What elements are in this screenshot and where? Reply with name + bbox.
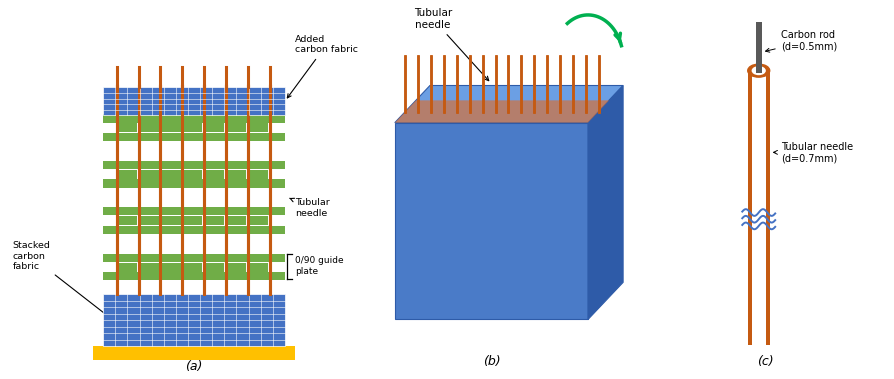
Bar xyxy=(103,161,284,169)
Bar xyxy=(103,273,284,280)
Text: (c): (c) xyxy=(756,355,772,368)
Polygon shape xyxy=(587,86,622,319)
Text: Tubular
needle: Tubular needle xyxy=(413,8,488,81)
Ellipse shape xyxy=(751,66,765,75)
Bar xyxy=(206,216,224,225)
Text: (b): (b) xyxy=(482,355,500,368)
Bar xyxy=(118,216,137,225)
Text: Added
carbon fabric: Added carbon fabric xyxy=(287,35,358,98)
Bar xyxy=(249,170,268,179)
Bar xyxy=(118,124,137,132)
Bar xyxy=(751,70,765,346)
Bar xyxy=(162,124,181,132)
Bar xyxy=(746,70,751,346)
Text: Tubular
needle: Tubular needle xyxy=(290,198,329,218)
Bar xyxy=(118,170,137,179)
Bar xyxy=(755,22,761,73)
Bar xyxy=(206,170,224,179)
Bar xyxy=(206,263,224,272)
Bar xyxy=(184,216,202,225)
Bar xyxy=(249,124,268,132)
Bar xyxy=(140,170,158,179)
Bar xyxy=(103,114,284,123)
Bar xyxy=(103,226,284,234)
Bar xyxy=(103,254,284,262)
Bar xyxy=(162,216,181,225)
Bar xyxy=(140,124,158,132)
Bar xyxy=(103,88,284,115)
Bar xyxy=(140,263,158,272)
Bar xyxy=(765,70,769,346)
Bar xyxy=(227,124,246,132)
Bar xyxy=(249,216,268,225)
Bar xyxy=(206,124,224,132)
Bar xyxy=(227,263,246,272)
Polygon shape xyxy=(394,100,609,123)
Bar xyxy=(184,124,202,132)
Text: Carbon rod
(d=0.5mm): Carbon rod (d=0.5mm) xyxy=(764,30,836,52)
Polygon shape xyxy=(394,86,622,123)
Bar xyxy=(118,263,137,272)
Bar xyxy=(227,170,246,179)
Bar xyxy=(103,133,284,141)
Bar xyxy=(184,263,202,272)
Ellipse shape xyxy=(746,64,769,77)
Text: Tubular needle
(d=0.7mm): Tubular needle (d=0.7mm) xyxy=(772,142,852,163)
Bar xyxy=(103,207,284,216)
Bar xyxy=(103,294,284,346)
Bar xyxy=(162,263,181,272)
Text: Stacked
carbon
fabric: Stacked carbon fabric xyxy=(13,241,110,318)
Bar xyxy=(103,180,284,188)
Bar xyxy=(184,170,202,179)
Bar xyxy=(140,216,158,225)
Bar xyxy=(162,170,181,179)
Bar xyxy=(227,216,246,225)
Text: (a): (a) xyxy=(185,360,203,373)
Bar xyxy=(93,346,295,360)
Bar xyxy=(249,263,268,272)
Text: 0/90 guide
plate: 0/90 guide plate xyxy=(295,257,343,276)
Polygon shape xyxy=(394,123,587,319)
